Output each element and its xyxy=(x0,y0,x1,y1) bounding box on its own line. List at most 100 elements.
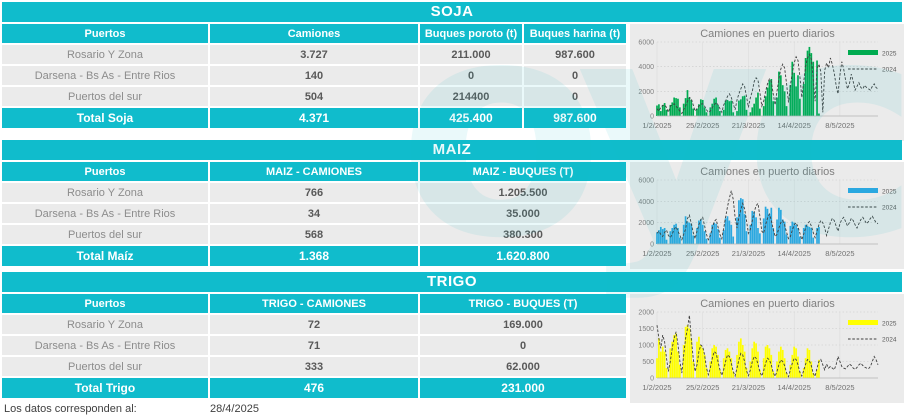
svg-text:8/5/2025: 8/5/2025 xyxy=(825,249,854,258)
section-title-maiz: MAIZ xyxy=(2,140,902,160)
cell-value: 1.205.500 xyxy=(420,183,626,202)
footer-date: 28/4/2025 xyxy=(210,403,259,415)
total-value: 1.620.800 xyxy=(420,246,626,266)
chart-title: Camiones en puerto diarios xyxy=(700,28,835,40)
section-title-soja: SOJA xyxy=(2,2,902,22)
cell-value: 62.000 xyxy=(420,357,626,376)
bars-maiz-2025 xyxy=(656,198,820,244)
svg-text:14/4/2025: 14/4/2025 xyxy=(778,121,811,130)
svg-text:1/2/2025: 1/2/2025 xyxy=(642,121,671,130)
svg-text:14/4/2025: 14/4/2025 xyxy=(778,383,811,392)
svg-text:6000: 6000 xyxy=(638,40,654,47)
total-value: 1.368 xyxy=(210,246,418,266)
svg-text:21/3/2025: 21/3/2025 xyxy=(732,121,765,130)
svg-text:0: 0 xyxy=(650,114,654,121)
cell-value: 140 xyxy=(210,66,418,85)
soja-col-buques-harina: Buques harina (t) xyxy=(524,24,626,43)
svg-text:4000: 4000 xyxy=(638,64,654,71)
chart-legend: 2025 2024 xyxy=(848,320,897,344)
row-label: Rosario Y Zona xyxy=(2,45,208,64)
maiz-col-buques: MAIZ - BUQUES (T) xyxy=(420,162,626,181)
cell-value: 211.000 xyxy=(420,45,522,64)
svg-text:8/5/2025: 8/5/2025 xyxy=(825,121,854,130)
soja-table: Puertos Camiones Buques poroto (t) Buque… xyxy=(2,24,628,128)
cell-value: 214400 xyxy=(420,87,522,106)
row-label: Puertos del sur xyxy=(2,87,208,106)
svg-text:2025: 2025 xyxy=(882,321,897,328)
row-label: Darsena - Bs As - Entre Rios xyxy=(2,204,208,223)
cell-value: 766 xyxy=(210,183,418,202)
cell-value: 504 xyxy=(210,87,418,106)
maiz-camiones-chart: 0 2000 4000 6000 1/2/2025 25/2/2025 21/3/2025 1… xyxy=(630,162,904,269)
chart-title: Camiones en puerto diarios xyxy=(700,166,835,178)
svg-text:0: 0 xyxy=(650,242,654,249)
line-soja-2024 xyxy=(656,53,879,115)
row-label: Darsena - Bs As - Entre Rios xyxy=(2,336,208,355)
svg-text:21/3/2025: 21/3/2025 xyxy=(732,383,765,392)
section-trigo: TRIGO Puertos TRIGO - CAMIONES TRIGO - B… xyxy=(2,272,904,403)
row-label: Darsena - Bs As - Entre Rios xyxy=(2,66,208,85)
maiz-col-camiones: MAIZ - CAMIONES xyxy=(210,162,418,181)
svg-text:2000: 2000 xyxy=(638,89,654,96)
total-value: 476 xyxy=(210,378,418,398)
row-label: Puertos del sur xyxy=(2,225,208,244)
cell-value: 72 xyxy=(210,315,418,334)
footer-label: Los datos corresponden al: xyxy=(4,403,137,415)
total-label: Total Trigo xyxy=(2,378,208,398)
svg-text:4000: 4000 xyxy=(638,199,654,206)
svg-text:25/2/2025: 25/2/2025 xyxy=(686,249,719,258)
cell-value: 35.000 xyxy=(420,204,626,223)
svg-text:25/2/2025: 25/2/2025 xyxy=(686,383,719,392)
total-label: Total Maíz xyxy=(2,246,208,266)
svg-text:1500: 1500 xyxy=(638,326,654,333)
svg-text:1/2/2025: 1/2/2025 xyxy=(642,249,671,258)
cell-value: 0 xyxy=(524,66,626,85)
svg-text:6000: 6000 xyxy=(638,178,654,185)
trigo-col-camiones: TRIGO - CAMIONES xyxy=(210,294,418,313)
cell-value: 71 xyxy=(210,336,418,355)
svg-text:25/2/2025: 25/2/2025 xyxy=(686,121,719,130)
soja-col-puertos: Puertos xyxy=(2,24,208,43)
cell-value: 0 xyxy=(420,66,522,85)
svg-text:2025: 2025 xyxy=(882,189,897,196)
chart-legend: 2025 2024 xyxy=(848,188,897,212)
cell-value: 380.300 xyxy=(420,225,626,244)
cell-value: 0 xyxy=(524,87,626,106)
bars-soja-2025 xyxy=(656,46,820,116)
svg-text:2000: 2000 xyxy=(638,310,654,317)
svg-text:2000: 2000 xyxy=(638,220,654,227)
svg-text:500: 500 xyxy=(642,359,654,366)
cell-value: 3.727 xyxy=(210,45,418,64)
maiz-col-puertos: Puertos xyxy=(2,162,208,181)
svg-text:1000: 1000 xyxy=(638,343,654,350)
chart-legend: 2025 2024 xyxy=(848,50,897,74)
cell-value: 987.600 xyxy=(524,45,626,64)
trigo-col-buques: TRIGO - BUQUES (T) xyxy=(420,294,626,313)
cell-value: 333 xyxy=(210,357,418,376)
cell-value: 0 xyxy=(420,336,626,355)
total-value: 4.371 xyxy=(210,108,418,128)
total-label: Total Soja xyxy=(2,108,208,128)
svg-text:2024: 2024 xyxy=(882,337,897,344)
bars-trigo-2025 xyxy=(656,325,820,378)
section-soja: SOJA Puertos Camiones Buques poroto (t) … xyxy=(2,2,904,141)
cell-value: 568 xyxy=(210,225,418,244)
section-title-trigo: TRIGO xyxy=(2,272,902,292)
row-label: Puertos del sur xyxy=(2,357,208,376)
svg-text:0: 0 xyxy=(650,376,654,383)
row-label: Rosario Y Zona xyxy=(2,183,208,202)
total-value: 425.400 xyxy=(420,108,522,128)
chart-title: Camiones en puerto diarios xyxy=(700,298,835,310)
svg-text:21/3/2025: 21/3/2025 xyxy=(732,249,765,258)
section-maiz: MAIZ Puertos MAIZ - CAMIONES MAIZ - BUQU… xyxy=(2,140,904,269)
svg-text:2024: 2024 xyxy=(882,67,897,74)
soja-col-camiones: Camiones xyxy=(210,24,418,43)
svg-text:8/5/2025: 8/5/2025 xyxy=(825,383,854,392)
svg-text:2025: 2025 xyxy=(882,51,897,58)
svg-text:2024: 2024 xyxy=(882,205,897,212)
soja-camiones-chart: 0 2000 4000 6000 1/2/2025 25/2/2025 21/3/2025 1… xyxy=(630,24,904,141)
total-value: 231.000 xyxy=(420,378,626,398)
svg-text:1/2/2025: 1/2/2025 xyxy=(642,383,671,392)
cell-value: 169.000 xyxy=(420,315,626,334)
